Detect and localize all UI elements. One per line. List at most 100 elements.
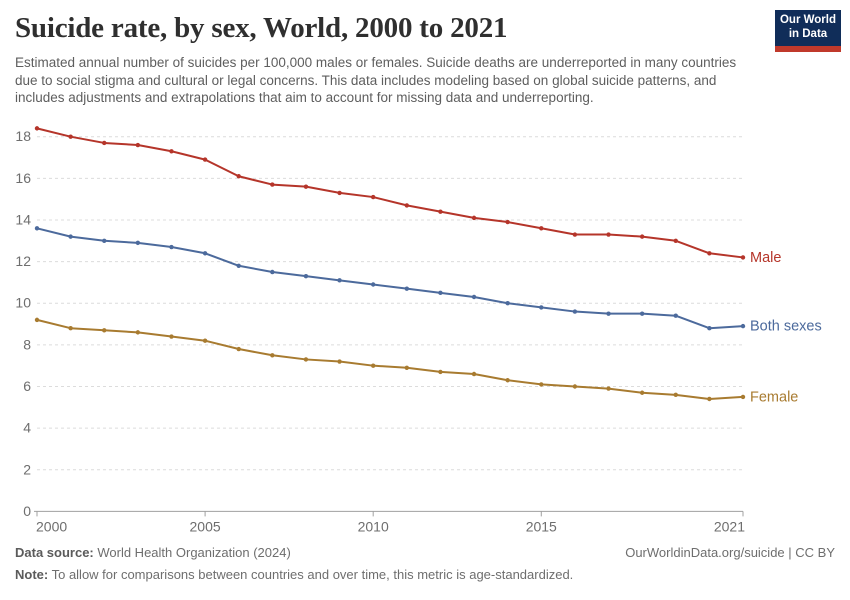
series-line-female[interactable]	[36, 318, 744, 400]
data-point-male-2018[interactable]	[639, 234, 645, 239]
data-point-female-2014[interactable]	[505, 378, 510, 383]
y-tick-label-8: 8	[23, 336, 31, 352]
data-point-male-2014[interactable]	[505, 219, 510, 225]
data-point-female-2006[interactable]	[236, 346, 241, 352]
data-source-label: Data source:	[15, 545, 94, 560]
owid-logo-line2: in Data	[788, 28, 828, 40]
data-point-both-sexes-2019[interactable]	[673, 313, 678, 318]
page-title: Suicide rate, by sex, World, 2000 to 202…	[15, 12, 508, 44]
x-tick-label-2015: 2015	[526, 518, 557, 534]
data-point-male-2009[interactable]	[337, 190, 342, 196]
data-point-female-2004[interactable]	[169, 334, 174, 339]
data-point-female-2017[interactable]	[606, 386, 611, 391]
data-point-male-2005[interactable]	[202, 157, 208, 162]
data-point-female-2015[interactable]	[539, 382, 544, 387]
y-tick-label-4: 4	[23, 420, 31, 436]
series-label-both-sexes[interactable]: Both sexes	[750, 319, 822, 335]
data-point-male-2008[interactable]	[303, 184, 309, 189]
data-point-female-2000[interactable]	[34, 317, 40, 323]
data-point-female-2012[interactable]	[438, 369, 443, 375]
y-tick-label-2: 2	[23, 461, 31, 477]
data-point-both-sexes-2002[interactable]	[102, 238, 107, 243]
data-point-male-2017[interactable]	[606, 232, 611, 237]
data-point-male-2020[interactable]	[707, 251, 712, 256]
data-point-both-sexes-2005[interactable]	[202, 251, 208, 256]
data-point-both-sexes-2010[interactable]	[370, 282, 376, 287]
y-tick-label-12: 12	[15, 253, 31, 269]
owid-logo: Our World in Data	[775, 10, 841, 52]
data-point-both-sexes-2021[interactable]	[740, 323, 746, 329]
data-point-male-2001[interactable]	[68, 134, 73, 139]
data-point-female-2013[interactable]	[471, 371, 477, 377]
data-point-male-2004[interactable]	[169, 149, 174, 154]
data-point-male-2002[interactable]	[102, 140, 107, 146]
owid-license-link[interactable]: OurWorldinData.org/suicide | CC BY	[625, 545, 835, 560]
data-point-female-2020[interactable]	[707, 396, 712, 402]
data-source: Data source: World Health Organization (…	[15, 545, 291, 560]
data-point-male-2011[interactable]	[404, 203, 410, 208]
data-point-male-2012[interactable]	[438, 209, 443, 214]
data-point-both-sexes-2012[interactable]	[438, 290, 443, 296]
owid-logo-line1: Our World	[779, 14, 836, 27]
x-tick-label-2021: 2021	[714, 518, 745, 534]
series-line-male[interactable]	[36, 127, 744, 259]
data-point-both-sexes-2014[interactable]	[505, 301, 510, 306]
data-point-both-sexes-2007[interactable]	[270, 269, 275, 275]
data-point-both-sexes-2004[interactable]	[169, 244, 174, 250]
data-point-both-sexes-2020[interactable]	[707, 326, 712, 331]
data-point-both-sexes-2013[interactable]	[471, 294, 477, 300]
x-tick-label-2000: 2000	[36, 518, 67, 534]
data-point-female-2008[interactable]	[303, 357, 309, 362]
data-point-female-2019[interactable]	[673, 392, 678, 398]
data-point-male-2021[interactable]	[740, 255, 746, 260]
data-point-female-2010[interactable]	[370, 363, 376, 368]
y-tick-label-14: 14	[15, 211, 31, 227]
data-point-male-2000[interactable]	[34, 126, 40, 131]
data-point-both-sexes-2003[interactable]	[135, 240, 141, 246]
data-point-female-2002[interactable]	[102, 328, 107, 333]
series-label-female[interactable]: Female	[750, 389, 798, 405]
data-point-female-2009[interactable]	[337, 359, 342, 364]
data-point-both-sexes-2016[interactable]	[572, 309, 578, 314]
data-point-both-sexes-2009[interactable]	[337, 278, 342, 283]
footer-note: Note: To allow for comparisons between c…	[15, 567, 573, 582]
y-tick-label-16: 16	[15, 170, 31, 186]
data-point-male-2003[interactable]	[135, 142, 141, 148]
data-point-female-2016[interactable]	[572, 384, 578, 389]
y-tick-label-0: 0	[23, 503, 31, 519]
y-tick-label-18: 18	[15, 128, 31, 144]
data-point-male-2019[interactable]	[673, 238, 678, 243]
footer-note-value: To allow for comparisons between countri…	[48, 567, 574, 582]
x-tick-label-2010: 2010	[358, 518, 389, 534]
data-point-both-sexes-2011[interactable]	[404, 286, 410, 291]
chart-subtitle: Estimated annual number of suicides per …	[15, 55, 737, 106]
chart-header: Suicide rate, by sex, World, 2000 to 202…	[15, 12, 755, 107]
data-point-both-sexes-2018[interactable]	[639, 311, 645, 316]
data-point-female-2018[interactable]	[639, 390, 645, 395]
data-point-both-sexes-2000[interactable]	[34, 226, 40, 231]
series-label-male[interactable]: Male	[750, 250, 781, 266]
data-point-male-2013[interactable]	[471, 215, 477, 221]
x-tick-label-2005: 2005	[190, 518, 221, 534]
data-point-female-2007[interactable]	[270, 353, 275, 358]
data-point-female-2005[interactable]	[202, 338, 208, 343]
data-point-male-2006[interactable]	[236, 174, 241, 179]
data-point-male-2016[interactable]	[572, 232, 578, 237]
data-point-both-sexes-2015[interactable]	[539, 305, 544, 310]
y-tick-label-6: 6	[23, 378, 31, 394]
data-point-both-sexes-2017[interactable]	[606, 311, 611, 316]
data-point-male-2010[interactable]	[370, 194, 376, 200]
y-tick-label-10: 10	[15, 295, 31, 311]
data-point-male-2015[interactable]	[539, 226, 544, 231]
data-point-male-2007[interactable]	[270, 182, 275, 187]
data-point-female-2011[interactable]	[404, 365, 410, 370]
data-point-both-sexes-2008[interactable]	[303, 273, 309, 279]
series-line-both-sexes[interactable]	[36, 227, 744, 330]
data-point-female-2003[interactable]	[135, 330, 141, 335]
data-point-both-sexes-2006[interactable]	[236, 263, 241, 268]
data-point-female-2021[interactable]	[740, 394, 746, 400]
data-point-both-sexes-2001[interactable]	[68, 234, 73, 239]
data-point-female-2001[interactable]	[68, 326, 73, 331]
